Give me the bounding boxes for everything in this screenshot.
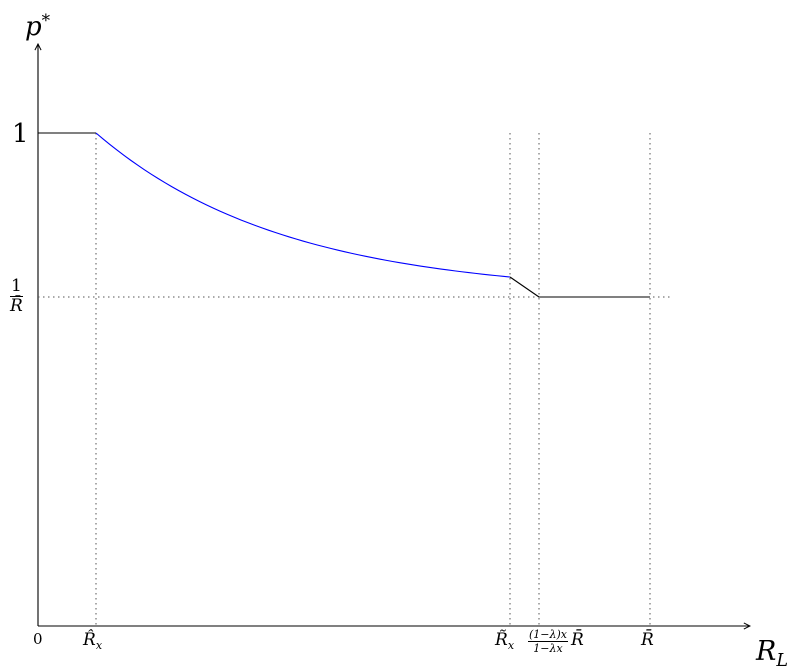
y-axis-label-sup: * [41,9,51,30]
origin-label: 0 [33,630,43,648]
x-axis-label-base: R [756,636,777,667]
x-tick-mid-fraction: (1−λ)x 1−λx [528,629,568,654]
x-tick-mid-suffix: R̄ [570,629,584,650]
y-tick-fraction: 1 R̄ [9,278,24,315]
y-axis-label-base: p [25,12,42,42]
x-tick-r-hat-x: R̂x [83,630,103,652]
x-axis-label-sub: L [776,651,788,671]
x-axis-label: RL [756,636,788,670]
y-tick-fraction-num: 1 [9,276,23,297]
x-tick-r-hat-base: R̂ [83,630,96,650]
curve-steep-decline [509,276,540,298]
x-tick-r-tilde-x: R̃x [495,630,515,652]
x-tick-mid-num: (1−λ)x [528,628,568,642]
y-tick-fraction-den: R̄ [10,296,23,316]
y-tick-one: 1 [12,119,29,149]
x-tick-r-hat-sub: x [95,638,103,652]
x-tick-mid-threshold: (1−λ)x 1−λx R̄ [528,629,584,654]
y-axis-label: p* [25,11,50,42]
x-tick-r-tilde-base: R̃ [495,630,508,650]
y-tick-1-over-rbar: 1 R̄ [9,278,24,315]
x-tick-r-bar: R̄ [641,630,654,650]
x-tick-r-tilde-sub: x [507,638,515,652]
x-tick-mid-den: 1−λx [533,642,563,655]
curve-decreasing-segment [95,132,511,278]
